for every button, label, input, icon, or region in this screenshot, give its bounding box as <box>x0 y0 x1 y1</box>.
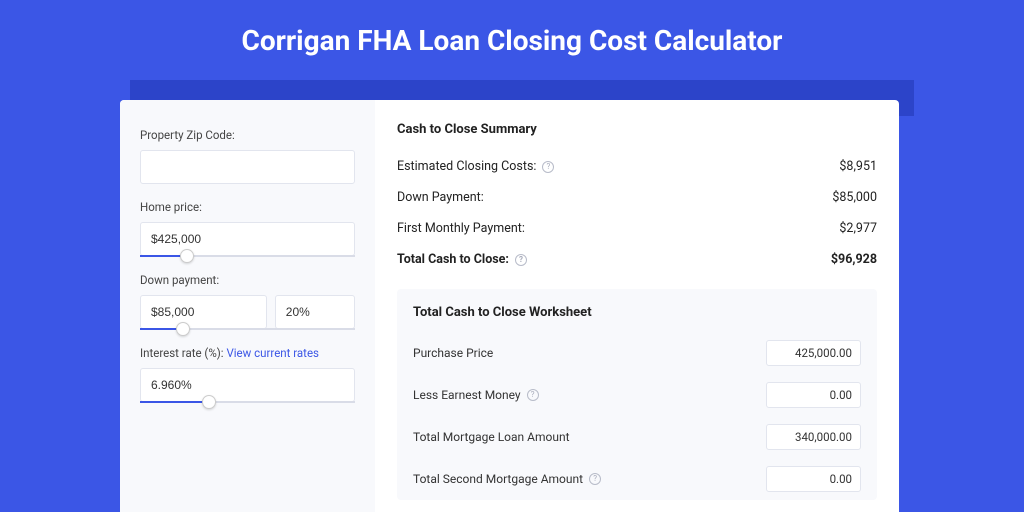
summary-row-closing-costs: Estimated Closing Costs: ? $8,951 <box>397 151 877 182</box>
worksheet-value[interactable]: 0.00 <box>766 382 861 408</box>
summary-value: $85,000 <box>832 190 877 205</box>
down-payment-input[interactable] <box>140 295 267 329</box>
summary-row-total: Total Cash to Close: ? $96,928 <box>397 244 877 275</box>
worksheet-row-purchase-price: Purchase Price 425,000.00 <box>413 332 861 374</box>
help-icon[interactable]: ? <box>515 254 527 266</box>
worksheet-label: Purchase Price <box>413 346 493 360</box>
worksheet-label: Total Mortgage Loan Amount <box>413 430 570 444</box>
summary-label: First Monthly Payment: <box>397 221 525 236</box>
home-price-slider-thumb[interactable] <box>180 249 194 263</box>
summary-value: $8,951 <box>839 159 877 174</box>
results-panel: Cash to Close Summary Estimated Closing … <box>375 100 899 512</box>
worksheet-row-mortgage-amount: Total Mortgage Loan Amount 340,000.00 <box>413 416 861 458</box>
page-title: Corrigan FHA Loan Closing Cost Calculato… <box>0 0 1024 77</box>
worksheet-label: Less Earnest Money <box>413 388 521 402</box>
interest-rate-label: Interest rate (%): View current rates <box>140 346 355 360</box>
home-price-slider[interactable] <box>140 255 355 257</box>
help-icon[interactable]: ? <box>542 161 554 173</box>
down-payment-slider[interactable] <box>140 328 355 330</box>
zip-label: Property Zip Code: <box>140 128 355 142</box>
summary-total-value: $96,928 <box>831 252 877 267</box>
down-payment-slider-thumb[interactable] <box>176 322 190 336</box>
down-payment-pct-input[interactable] <box>275 295 355 329</box>
summary-title: Cash to Close Summary <box>397 122 877 137</box>
view-rates-link[interactable]: View current rates <box>226 346 319 360</box>
interest-rate-field: Interest rate (%): View current rates <box>140 346 355 403</box>
down-payment-field: Down payment: <box>140 273 355 330</box>
interest-rate-slider-thumb[interactable] <box>202 395 216 409</box>
interest-rate-label-text: Interest rate (%): <box>140 346 224 360</box>
interest-rate-slider[interactable] <box>140 401 355 403</box>
down-payment-label: Down payment: <box>140 273 355 287</box>
zip-input[interactable] <box>140 150 355 184</box>
worksheet-value[interactable]: 340,000.00 <box>766 424 861 450</box>
summary-label: Down Payment: <box>397 190 484 205</box>
help-icon[interactable]: ? <box>527 389 539 401</box>
inputs-panel: Property Zip Code: Home price: Down paym… <box>120 100 375 512</box>
interest-rate-input[interactable] <box>140 368 355 402</box>
summary-row-first-payment: First Monthly Payment: $2,977 <box>397 213 877 244</box>
calculator-card: Property Zip Code: Home price: Down paym… <box>120 100 899 512</box>
worksheet-label: Total Second Mortgage Amount <box>413 472 583 486</box>
worksheet-panel: Total Cash to Close Worksheet Purchase P… <box>397 289 877 500</box>
worksheet-title: Total Cash to Close Worksheet <box>413 305 861 320</box>
help-icon[interactable]: ? <box>589 473 601 485</box>
interest-rate-slider-fill <box>140 401 209 403</box>
worksheet-value[interactable]: 0.00 <box>766 466 861 492</box>
home-price-label: Home price: <box>140 200 355 214</box>
summary-row-down-payment: Down Payment: $85,000 <box>397 182 877 213</box>
worksheet-value[interactable]: 425,000.00 <box>766 340 861 366</box>
worksheet-row-earnest-money: Less Earnest Money ? 0.00 <box>413 374 861 416</box>
summary-total-label: Total Cash to Close: <box>397 252 509 267</box>
home-price-input[interactable] <box>140 222 355 256</box>
zip-field: Property Zip Code: <box>140 128 355 184</box>
worksheet-row-second-mortgage: Total Second Mortgage Amount ? 0.00 <box>413 458 861 500</box>
summary-label: Estimated Closing Costs: <box>397 159 536 174</box>
home-price-field: Home price: <box>140 200 355 257</box>
summary-value: $2,977 <box>839 221 877 236</box>
